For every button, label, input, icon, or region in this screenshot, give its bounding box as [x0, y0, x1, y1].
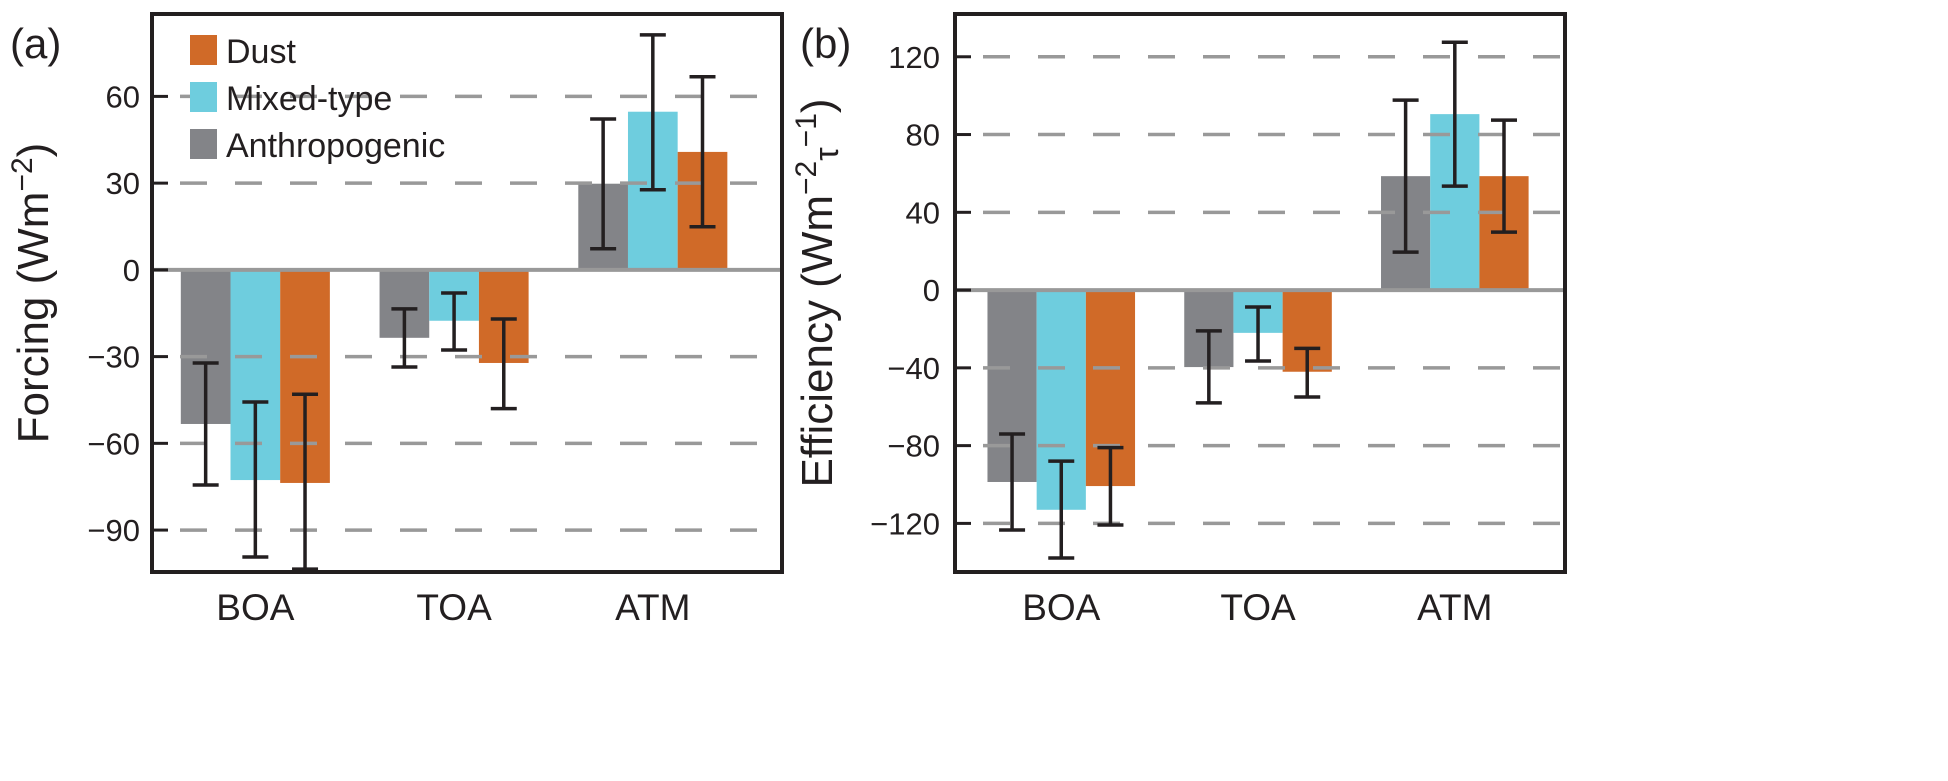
legend: Dust Mixed-type Anthropogenic: [190, 33, 445, 165]
error-bar-anthropogenic-toa: [1195, 329, 1222, 405]
error-bar-dust-boa: [1097, 445, 1124, 527]
panel-label: (a): [10, 20, 61, 67]
error-bar-anthropogenic-toa: [391, 307, 418, 369]
legend-label: Anthropogenic: [226, 127, 445, 165]
legend-label: Mixed-type: [226, 80, 392, 118]
plot-frame: [953, 12, 1567, 574]
y-label-end: ): [9, 143, 58, 158]
error-bar-mixed-type-boa: [1048, 459, 1075, 560]
x-category-label: BOA: [1022, 587, 1100, 628]
error-bar-mixed-type-atm: [639, 33, 666, 192]
y-label-end: ): [793, 98, 842, 113]
y-tick-label: −80: [887, 429, 940, 464]
y-tick-label: 0: [123, 253, 140, 288]
y-tick-label: −90: [87, 513, 140, 548]
error-bar-mixed-type-boa: [242, 400, 269, 559]
error-bar-anthropogenic-boa: [999, 432, 1026, 532]
error-bar-anthropogenic-atm: [590, 117, 617, 251]
error-bar-dust-atm: [1491, 118, 1517, 234]
legend-swatch-anthropogenic: [190, 129, 217, 159]
y-tick-label: 0: [923, 273, 940, 308]
y-axis-label: Forcing (Wm−2): [6, 143, 58, 444]
error-bar-dust-atm: [689, 74, 716, 229]
y-label-main: Efficiency (Wm: [793, 195, 842, 488]
error-bar-mixed-type-toa: [1245, 305, 1272, 363]
y-label-superscript: −1: [790, 113, 823, 147]
error-bar-anthropogenic-boa: [192, 361, 219, 487]
y-tick-label: 80: [906, 118, 940, 153]
y-label-superscript: −2: [790, 161, 823, 195]
error-bar-dust-boa: [292, 392, 319, 571]
y-tick-label: −60: [87, 426, 140, 461]
error-bar-dust-toa: [1294, 346, 1321, 399]
y-tick-label: 40: [906, 195, 940, 230]
y-label-main: Forcing (Wm: [9, 192, 58, 444]
panel-b: 120 80 40 0 −40 −80 −120 BOA TOA ATM (b) Efficiency…: [790, 12, 1567, 628]
legend-swatch-dust: [190, 35, 217, 65]
x-category-label: ATM: [1417, 587, 1492, 628]
error-bar-mixed-type-toa: [441, 291, 468, 352]
x-category-label: BOA: [216, 587, 294, 628]
y-tick-label: −40: [887, 351, 940, 386]
x-category-label: TOA: [1220, 587, 1296, 628]
y-tick-label: −30: [87, 340, 140, 375]
x-category-label: ATM: [615, 587, 690, 628]
x-category-label: TOA: [416, 587, 492, 628]
panel-label: (b): [800, 20, 851, 67]
legend-label: Dust: [226, 33, 296, 71]
y-tick-label: 60: [106, 79, 140, 114]
y-axis-label: Efficiency (Wm−2τ−1): [790, 98, 846, 487]
y-tick-label: −120: [870, 506, 940, 541]
y-tick-label: 120: [888, 40, 940, 75]
y-label-tau: τ: [808, 147, 846, 161]
plot-frame: [150, 12, 784, 574]
legend-swatch-mixed-type: [190, 82, 217, 112]
error-bar-mixed-type-atm: [1441, 40, 1468, 188]
error-bar-anthropogenic-atm: [1392, 98, 1419, 254]
error-bar-dust-toa: [490, 317, 517, 411]
y-tick-label: 30: [106, 166, 140, 201]
y-label-superscript: −2: [6, 157, 39, 191]
panel-a: 60 30 0 −30 −60 −90 BOA TOA ATM (a) Forcing (Wm−2): [6, 12, 784, 628]
